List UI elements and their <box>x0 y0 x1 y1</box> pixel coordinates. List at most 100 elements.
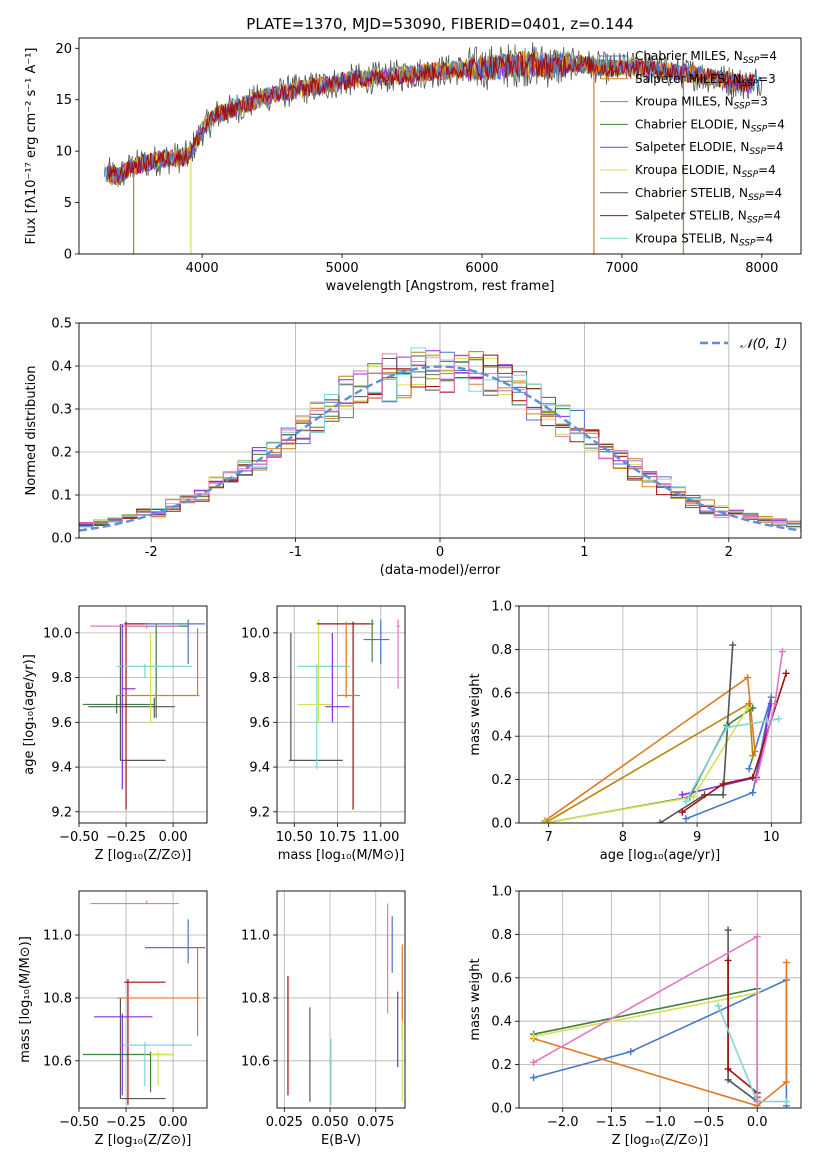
x-tick-label: 8000 <box>745 261 778 276</box>
x-tick-label: 0.00 <box>159 1115 188 1130</box>
weight-marker <box>719 780 727 788</box>
x-tick-label: 6000 <box>465 261 498 276</box>
weight-series-line <box>533 962 788 1107</box>
histogram-series <box>79 353 801 527</box>
y-tick-label: 11.0 <box>43 929 72 944</box>
weight-series-line <box>544 707 754 823</box>
legend-subscript: SSP <box>747 216 764 226</box>
errorbar-point <box>316 621 371 810</box>
legend-suffix: =4 <box>763 209 781 223</box>
weight_vs_age-axes: 7 8 9 10 0.0 0.2 0.4 0.6 0.8 1.0 age [log₁₀(age/yr… <box>468 600 801 863</box>
legend-suffix: =3 <box>758 72 776 86</box>
errorbar-point <box>88 697 175 718</box>
y-tick-label: 0.8 <box>491 643 512 658</box>
legend-entry: Kroupa MILES, NSSP=3 <box>635 95 768 112</box>
weight-marker <box>714 1002 722 1010</box>
x-tick-label: −0.50 <box>59 830 99 845</box>
weight-marker <box>724 926 732 934</box>
errorbar-point <box>370 619 374 662</box>
x-axis-label: Z [log₁₀(Z/Z⊙)] <box>95 848 192 863</box>
x-tick-label: 0.0 <box>747 1115 768 1130</box>
x-tick-label: 0.025 <box>266 1115 303 1130</box>
spectrum-lines <box>103 42 763 254</box>
weight-marker <box>767 693 775 701</box>
age_vs_mass-points <box>289 619 400 810</box>
y-tick-label: 1.0 <box>491 885 512 900</box>
weight-marker <box>719 791 727 799</box>
legend-entry: Kroupa STELIB, NSSP=4 <box>635 231 773 248</box>
x-tick-label: 11.00 <box>362 830 399 845</box>
x-tick-label: 10 <box>763 830 780 845</box>
x-tick-label: −0.25 <box>106 830 146 845</box>
age_vs_Z-frame <box>78 605 208 824</box>
weight-marker <box>782 1078 790 1086</box>
errorbar-point <box>325 632 350 723</box>
legend-entry: Chabrier STELIB, NSSP=4 <box>635 186 782 203</box>
errorbar-point <box>116 628 200 697</box>
legend-entry: Salpeter ELODIE, NSSP=4 <box>635 140 784 157</box>
y-tick-label: 10.0 <box>43 626 72 641</box>
x-tick-label: 4000 <box>186 261 219 276</box>
y-tick-label: 0.2 <box>51 446 72 461</box>
x-tick-label: 0.075 <box>357 1115 394 1130</box>
mass_vs_EBV-points <box>287 903 403 1105</box>
weight-marker <box>778 648 786 656</box>
age_vs_mass-axes: 10.50 10.75 11.00 9.2 9.4 9.6 9.8 10.0 mass [log… <box>241 606 405 863</box>
x-axis-label: mass [log₁₀(M/M⊙)] <box>278 848 405 863</box>
legend-entry: Chabrier ELODIE, NSSP=4 <box>635 117 785 134</box>
errorbar-point <box>297 664 350 770</box>
weight-marker <box>541 819 549 823</box>
y-tick-label: 10.8 <box>241 991 270 1006</box>
legend-subscript: SSP <box>742 170 759 180</box>
x-tick-label: 10.75 <box>319 830 356 845</box>
weight-marker <box>745 765 753 773</box>
y-tick-label: 10.6 <box>241 1054 270 1069</box>
age_vs_Z-points <box>82 619 206 810</box>
weight-marker <box>724 1076 732 1084</box>
legend-subscript: SSP <box>739 238 756 248</box>
weight-marker <box>530 1032 538 1040</box>
x-axis-label: wavelength [Angstrom, rest frame] <box>326 279 555 294</box>
weight-marker <box>752 776 760 784</box>
weight-marker <box>689 793 697 801</box>
legend-label: Salpeter STELIB, N <box>635 209 747 223</box>
legend-subscript: SSP <box>734 102 751 112</box>
weight-marker <box>782 1097 790 1105</box>
legend-suffix: =4 <box>767 117 785 131</box>
legend-label: Kroupa STELIB, N <box>635 231 739 245</box>
y-tick-label: 9.8 <box>249 671 270 686</box>
y-tick-label: 0.4 <box>491 1015 512 1030</box>
weight-marker <box>782 959 790 967</box>
weight-marker <box>724 956 732 964</box>
y-axis-label: Normed distribution <box>24 366 39 496</box>
x-axis-label: age [log₁₀(age/yr)] <box>600 848 721 863</box>
y-tick-label: 9.6 <box>249 716 270 731</box>
x-tick-label: 7000 <box>605 261 638 276</box>
y-tick-label: 0.0 <box>491 1102 512 1117</box>
y-tick-label: 0.5 <box>51 317 72 332</box>
y-tick-label: 0.6 <box>491 971 512 986</box>
residuals-frame <box>78 322 802 539</box>
x-tick-label: 5000 <box>326 261 359 276</box>
age_vs_Z-axes: −0.50 −0.25 0.00 9.2 9.4 9.6 9.8 10.0 Z [log₁₀(Z… <box>22 606 207 863</box>
errorbar-point <box>148 632 153 723</box>
weight_vs_Z-axes: −2.0 −1.5 −1.0 −0.5 0.0 0.0 0.2 0.4 0.6 0.8 1.0 Z [… <box>468 885 801 1148</box>
y-tick-label: 9.4 <box>51 761 72 776</box>
weight-series-line <box>685 718 779 802</box>
weight-marker <box>749 789 757 797</box>
y-tick-label: 0.6 <box>491 686 512 701</box>
weight-marker <box>682 797 690 805</box>
y-tick-label: 11.0 <box>241 929 270 944</box>
weight-marker <box>627 1048 635 1056</box>
weight_vs_Z-frame <box>518 890 802 1109</box>
x-tick-label: −0.50 <box>59 1115 99 1130</box>
y-tick-label: 0.8 <box>491 928 512 943</box>
y-tick-label: 9.6 <box>51 716 72 731</box>
mass_vs_EBV-axes: 0.025 0.050 0.075 10.6 10.8 11.0 E(B-V) <box>241 891 405 1148</box>
errorbar-point <box>121 623 136 790</box>
y-tick-label: 10.6 <box>43 1054 72 1069</box>
x-tick-label: 2 <box>725 545 733 560</box>
weight-marker <box>764 717 772 725</box>
